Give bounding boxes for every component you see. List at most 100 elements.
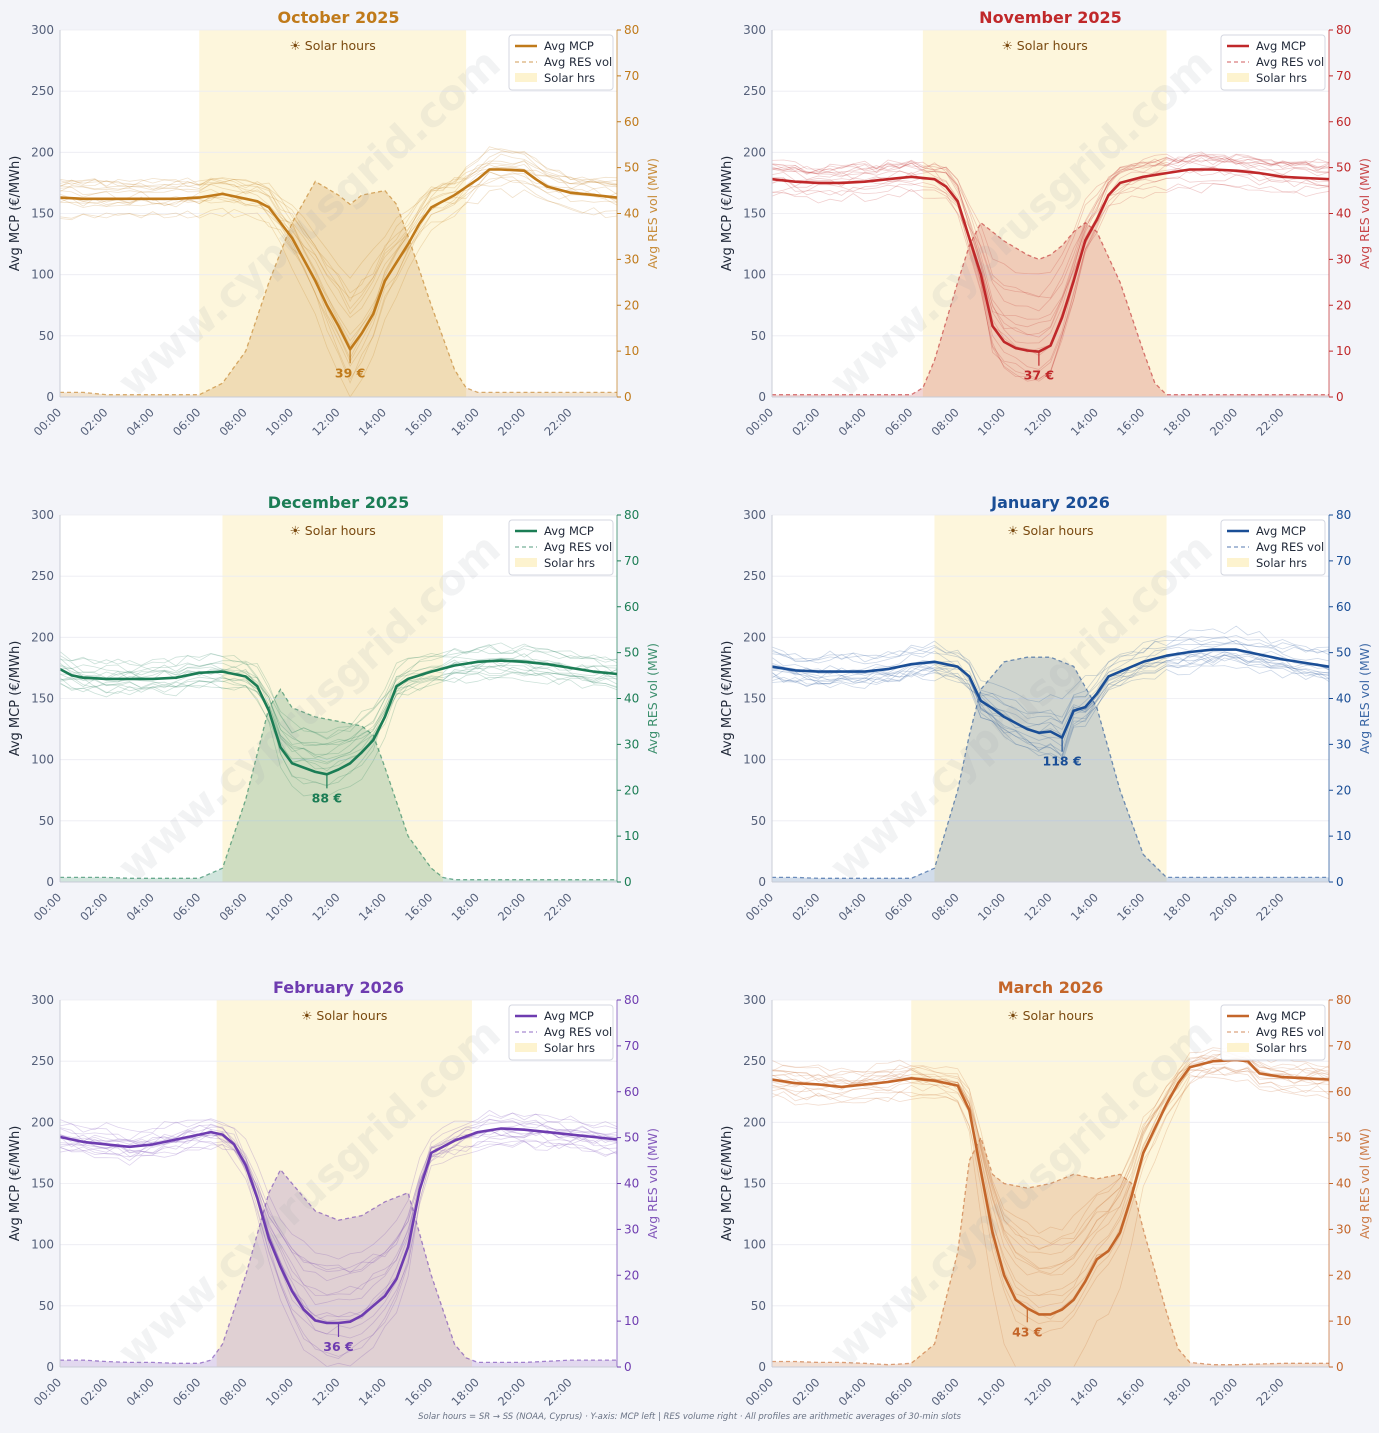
y2-tick-label: 30: [624, 252, 639, 266]
daily-mcp-trace: [59, 160, 618, 310]
x-tick-label: 08:00: [928, 890, 961, 923]
daily-mcp-trace: [59, 1122, 618, 1357]
legend-solar-label: Solar hrs: [544, 556, 595, 570]
y-tick-label: 100: [31, 1238, 54, 1252]
chart-title: March 2026: [998, 978, 1104, 997]
y-tick-label: 250: [743, 84, 766, 98]
y2-tick-label: 50: [1336, 1131, 1351, 1145]
x-tick-label: 16:00: [402, 1375, 435, 1408]
y-tick-label: 150: [31, 207, 54, 221]
x-tick-label: 14:00: [1068, 1375, 1101, 1408]
y2-tick-label: 0: [624, 390, 632, 404]
x-tick-label: 06:00: [882, 1375, 915, 1408]
y-tick-label: 200: [31, 630, 54, 644]
y2-tick-label: 40: [1336, 1177, 1351, 1191]
y2-tick-label: 70: [624, 1039, 639, 1053]
daily-mcp-trace: [59, 1129, 618, 1306]
legend-res-label: Avg RES vol: [1256, 55, 1324, 69]
y-tick-label: 150: [31, 1177, 54, 1191]
y2-tick-label: 20: [1336, 298, 1351, 312]
legend-solar-label: Solar hrs: [1256, 71, 1307, 85]
daily-mcp-trace: [771, 1076, 1330, 1309]
y-tick-label: 300: [743, 23, 766, 37]
x-tick-label: 16:00: [402, 405, 435, 438]
mcp-line: [771, 648, 1330, 739]
y2-tick-label: 60: [624, 600, 639, 614]
chart-title: January 2026: [990, 493, 1110, 512]
y2-tick-label: 0: [1336, 1360, 1344, 1374]
daily-mcp-trace: [59, 653, 618, 787]
y-tick-label: 0: [758, 1360, 766, 1374]
y-tick-label: 100: [31, 268, 54, 282]
y-tick-label: 250: [31, 84, 54, 98]
legend-solar-swatch: [1227, 558, 1249, 567]
y2-tick-label: 40: [624, 692, 639, 706]
y-tick-label: 50: [751, 1299, 766, 1313]
daily-mcp-trace: [771, 625, 1330, 747]
x-tick-label: 16:00: [402, 890, 435, 923]
x-tick-label: 10:00: [975, 405, 1008, 438]
x-tick-label: 04:00: [124, 1375, 157, 1408]
y2-tick-label: 30: [1336, 737, 1351, 751]
y2-tick-label: 50: [1336, 646, 1351, 660]
daily-mcp-trace: [771, 1066, 1330, 1234]
legend-mcp-label: Avg MCP: [544, 39, 594, 53]
x-tick-label: 00:00: [31, 1375, 64, 1408]
res-line: [60, 1168, 617, 1364]
legend-res-label: Avg RES vol: [1256, 540, 1324, 554]
x-tick-label: 04:00: [836, 1375, 869, 1408]
y-tick-label: 0: [46, 1360, 54, 1374]
daily-mcp-trace: [59, 164, 618, 294]
mcp-line: [59, 659, 618, 776]
daily-mcp-trace: [59, 1127, 618, 1282]
min-label: 39 €: [335, 365, 365, 380]
y2-axis-label: Avg RES vol (MW): [1357, 158, 1372, 269]
legend-mcp-label: Avg MCP: [1256, 1009, 1306, 1023]
y-tick-label: 300: [31, 993, 54, 1007]
legend-solar-label: Solar hrs: [1256, 556, 1307, 570]
x-tick-label: 22:00: [1253, 405, 1286, 438]
y-tick-label: 200: [743, 1115, 766, 1129]
daily-mcp-trace: [771, 635, 1330, 725]
y-tick-label: 150: [31, 692, 54, 706]
y-tick-label: 300: [743, 993, 766, 1007]
x-tick-label: 22:00: [1253, 1375, 1286, 1408]
x-tick-label: 06:00: [170, 1375, 203, 1408]
daily-mcp-trace: [59, 665, 618, 772]
daily-mcp-trace: [771, 638, 1330, 725]
y2-tick-label: 10: [1336, 829, 1351, 843]
y2-tick-label: 0: [1336, 875, 1344, 889]
daily-mcp-trace: [59, 1129, 618, 1322]
legend-solar-label: Solar hrs: [1256, 1041, 1307, 1055]
daily-mcp-trace: [59, 188, 618, 336]
res-area: [60, 1169, 617, 1367]
mcp-line: [771, 168, 1330, 353]
x-tick-label: 08:00: [216, 405, 249, 438]
y-tick-label: 100: [31, 753, 54, 767]
x-tick-label: 02:00: [77, 405, 110, 438]
legend-mcp-label: Avg MCP: [1256, 39, 1306, 53]
daily-mcp-trace: [771, 156, 1330, 370]
y-axis-label: Avg MCP (€/MWh): [720, 156, 735, 272]
y-tick-label: 150: [743, 207, 766, 221]
y-tick-label: 50: [751, 814, 766, 828]
y2-tick-label: 80: [624, 23, 639, 37]
y2-tick-label: 20: [624, 298, 639, 312]
daily-mcp-trace: [771, 154, 1330, 320]
daily-mcp-trace: [771, 153, 1330, 338]
y-tick-label: 200: [743, 630, 766, 644]
res-line: [772, 1135, 1329, 1366]
y-tick-label: 50: [39, 1299, 54, 1313]
x-tick-label: 16:00: [1114, 890, 1147, 923]
y2-tick-label: 0: [1336, 390, 1344, 404]
x-tick-label: 00:00: [743, 1375, 776, 1408]
y-tick-label: 50: [751, 329, 766, 343]
daily-mcp-trace: [771, 1066, 1330, 1251]
daily-mcp-trace: [59, 1112, 618, 1260]
y2-tick-label: 10: [1336, 1314, 1351, 1328]
x-tick-label: 20:00: [1207, 405, 1240, 438]
y-tick-label: 0: [758, 390, 766, 404]
y2-tick-label: 20: [624, 783, 639, 797]
y2-tick-label: 60: [1336, 1085, 1351, 1099]
